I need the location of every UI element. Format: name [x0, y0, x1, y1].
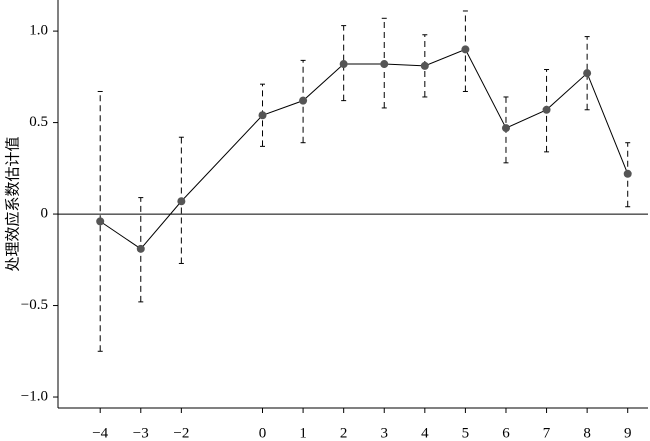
x-tick-label: 9	[624, 425, 632, 441]
x-tick-label: 5	[462, 425, 470, 441]
data-point	[96, 217, 105, 226]
data-point	[136, 244, 145, 253]
data-point	[299, 96, 308, 105]
x-tick-label: 2	[340, 425, 348, 441]
x-tick-label: −2	[173, 425, 189, 441]
y-tick-label: −0.5	[21, 297, 48, 313]
data-point	[420, 61, 429, 70]
x-tick-label: 3	[380, 425, 388, 441]
y-tick-label: −1.0	[21, 388, 48, 404]
x-tick-label: 7	[543, 425, 551, 441]
data-point	[461, 45, 470, 54]
y-tick-label: 1.0	[29, 23, 48, 39]
data-point	[258, 111, 267, 120]
data-point	[542, 105, 551, 114]
x-tick-label: 0	[259, 425, 267, 441]
y-tick-label: 0.5	[29, 114, 48, 130]
data-point	[177, 197, 186, 206]
x-tick-label: 8	[583, 425, 591, 441]
x-tick-label: 6	[502, 425, 510, 441]
series-line	[99, 48, 629, 250]
data-point	[583, 69, 592, 78]
x-tick-label: 1	[299, 425, 307, 441]
x-tick-label: −4	[92, 425, 108, 441]
data-point	[623, 169, 632, 178]
x-tick-label: −3	[133, 425, 149, 441]
y-tick-label: 0	[41, 206, 49, 222]
x-tick-label: 4	[421, 425, 429, 441]
data-point	[339, 60, 348, 69]
data-point	[501, 124, 510, 133]
y-axis-label: 处理效应系数估计值	[3, 136, 21, 271]
data-point	[380, 60, 389, 69]
